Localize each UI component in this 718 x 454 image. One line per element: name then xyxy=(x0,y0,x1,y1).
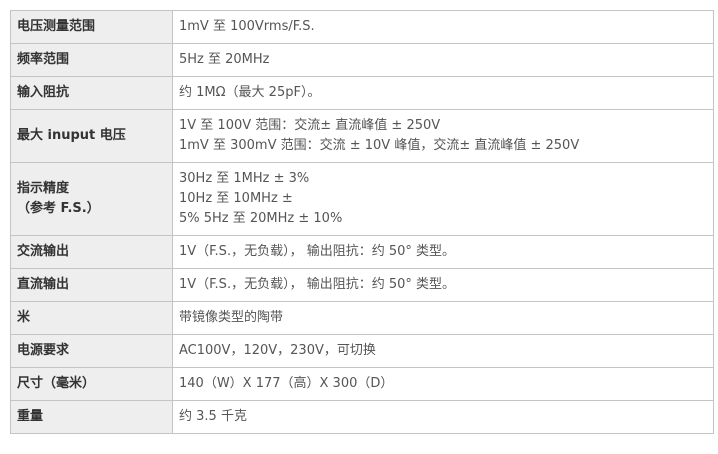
spec-value-line: 1mV 至 100Vrms/F.S. xyxy=(179,19,315,34)
spec-value-line: 约 3.5 千克 xyxy=(179,409,247,424)
spec-label: 指示精度 （参考 F.S.） xyxy=(10,162,173,236)
spec-row: 交流输出 1V（F.S.，无负载）， 输出阻抗：约 50° 类型。 xyxy=(10,235,714,269)
spec-label: 交流输出 xyxy=(10,235,173,269)
spec-value: 1V 至 100V 范围：交流± 直流峰值 ± 250V 1mV 至 300mV … xyxy=(172,109,714,163)
spec-table: 电压测量范围 1mV 至 100Vrms/F.S. 频率范围 5Hz 至 20MHz 输… xyxy=(10,10,714,434)
spec-label: 直流输出 xyxy=(10,268,173,302)
spec-value-line: 5Hz 至 20MHz xyxy=(179,52,270,67)
spec-label: 电压测量范围 xyxy=(10,10,173,44)
spec-row: 指示精度 （参考 F.S.） 30Hz 至 1MHz ± 3% 10Hz 至 10MH… xyxy=(10,162,714,236)
spec-row: 输入阻抗约 1MΩ（最大 25pF）。 xyxy=(10,76,714,110)
spec-row: 频率范围 5Hz 至 20MHz xyxy=(10,43,714,77)
spec-value: AC100V，120V，230V，可切换 xyxy=(172,334,714,368)
spec-value: 5Hz 至 20MHz xyxy=(172,43,714,77)
spec-label-line: （参考 F.S.） xyxy=(17,201,100,216)
spec-row: 米带镜像类型的陶带 xyxy=(10,301,714,335)
spec-label: 重量 xyxy=(10,400,173,434)
spec-value-line: 1V 至 100V 范围：交流± 直流峰值 ± 250V xyxy=(179,118,441,133)
spec-label: 电源要求 xyxy=(10,334,173,368)
spec-value: 约 3.5 千克 xyxy=(172,400,714,434)
spec-row: 直流输出 1V（F.S.，无负载）， 输出阻抗：约 50° 类型。 xyxy=(10,268,714,302)
spec-value: 约 1MΩ（最大 25pF）。 xyxy=(172,76,714,110)
spec-value-line: 1V（F.S.，无负载）， 输出阻抗：约 50° 类型。 xyxy=(179,277,456,292)
spec-value-line: 带镜像类型的陶带 xyxy=(179,310,284,325)
spec-row: 尺寸（毫米） 140（W）X 177（高）X 300（D） xyxy=(10,367,714,401)
spec-value-line: 30Hz 至 1MHz ± 3% xyxy=(179,171,310,186)
spec-row: 最大 inuput 电压 1V 至 100V 范围：交流± 直流峰值 ± 250V… xyxy=(10,109,714,163)
spec-label: 米 xyxy=(10,301,173,335)
spec-label-line: 指示精度 xyxy=(17,181,70,196)
spec-value: 140（W）X 177（高）X 300（D） xyxy=(172,367,714,401)
spec-row: 重量约 3.5 千克 xyxy=(10,400,714,434)
spec-value-line: 1mV 至 300mV 范围：交流 ± 10V 峰值，交流± 直流峰值 ± 25… xyxy=(179,138,580,153)
spec-label: 输入阻抗 xyxy=(10,76,173,110)
spec-value-line: 140（W）X 177（高）X 300（D） xyxy=(179,376,394,391)
spec-value: 1V（F.S.，无负载）， 输出阻抗：约 50° 类型。 xyxy=(172,235,714,269)
spec-row: 电源要求 AC100V，120V，230V，可切换 xyxy=(10,334,714,368)
spec-value: 1mV 至 100Vrms/F.S. xyxy=(172,10,714,44)
spec-value: 带镜像类型的陶带 xyxy=(172,301,714,335)
spec-label: 尺寸（毫米） xyxy=(10,367,173,401)
spec-value-line: 1V（F.S.，无负载）， 输出阻抗：约 50° 类型。 xyxy=(179,244,456,259)
spec-value: 1V（F.S.，无负载）， 输出阻抗：约 50° 类型。 xyxy=(172,268,714,302)
spec-value-line: 5% 5Hz 至 20MHz ± 10% xyxy=(179,211,343,226)
spec-value-line: 约 1MΩ（最大 25pF）。 xyxy=(179,85,321,100)
spec-value-line: AC100V，120V，230V，可切换 xyxy=(179,343,376,358)
spec-label: 最大 inuput 电压 xyxy=(10,109,173,163)
spec-label: 频率范围 xyxy=(10,43,173,77)
spec-value: 30Hz 至 1MHz ± 3% 10Hz 至 10MHz ± 5% 5Hz 至 2… xyxy=(172,162,714,236)
spec-value-line: 10Hz 至 10MHz ± xyxy=(179,191,293,206)
spec-row: 电压测量范围 1mV 至 100Vrms/F.S. xyxy=(10,10,714,44)
